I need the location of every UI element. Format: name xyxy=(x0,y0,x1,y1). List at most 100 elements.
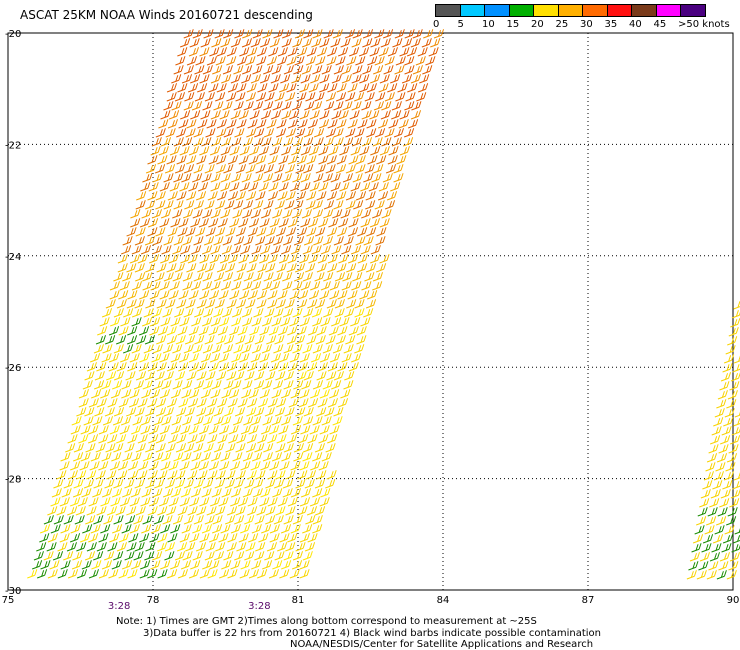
wind-barb xyxy=(358,47,370,57)
wind-barb xyxy=(250,416,262,426)
wind-barb xyxy=(256,506,267,516)
wind-barb xyxy=(76,542,87,552)
wind-barb xyxy=(147,191,158,201)
wind-barb xyxy=(211,137,222,147)
wind-barb xyxy=(202,272,213,282)
wind-barb xyxy=(337,227,348,237)
wind-barb xyxy=(235,227,246,237)
wind-barb xyxy=(257,434,268,444)
wind-barb xyxy=(116,299,127,309)
wind-barb xyxy=(153,416,164,426)
wind-barb xyxy=(290,425,302,435)
wind-barb xyxy=(57,569,68,579)
wind-barb xyxy=(378,47,389,57)
wind-barb xyxy=(297,47,308,57)
wind-barb xyxy=(176,434,187,444)
wind-barb xyxy=(151,353,162,363)
wind-barb xyxy=(686,570,697,580)
legend-label: 5 xyxy=(457,19,464,30)
wind-barb xyxy=(212,515,223,525)
wind-barb xyxy=(253,308,264,318)
wind-barb xyxy=(210,245,221,255)
wind-barb xyxy=(117,254,128,264)
wind-barb xyxy=(244,479,255,489)
wind-barb xyxy=(226,119,237,129)
wind-barb xyxy=(77,497,88,507)
wind-barb xyxy=(273,308,284,318)
wind-barb xyxy=(225,470,236,480)
wind-barb xyxy=(126,407,137,417)
wind-barb xyxy=(691,543,702,553)
wind-barb xyxy=(104,407,115,417)
wind-barb xyxy=(189,497,200,507)
wind-barb xyxy=(381,101,392,111)
wind-barb xyxy=(226,506,238,516)
wind-barb xyxy=(390,74,401,84)
wind-barb xyxy=(301,380,312,390)
wind-barb xyxy=(209,146,221,156)
wind-barb xyxy=(342,101,353,111)
wind-barb xyxy=(316,191,327,201)
wind-barb xyxy=(218,353,230,363)
wind-barb xyxy=(208,425,219,435)
wind-barb xyxy=(404,56,415,66)
wind-barb xyxy=(303,137,314,147)
note-line-1: Note: 1) Times are GMT 2)Times along bot… xyxy=(116,616,537,627)
wind-barb xyxy=(339,182,350,192)
wind-barb xyxy=(259,218,270,228)
wind-barb xyxy=(212,65,223,75)
wind-barb xyxy=(291,74,302,84)
wind-barb xyxy=(290,389,301,399)
wind-barb xyxy=(235,335,246,345)
wind-barb xyxy=(698,561,709,571)
wind-barb xyxy=(319,497,330,507)
wind-barb xyxy=(178,119,189,129)
wind-barb xyxy=(52,551,64,561)
wind-barb xyxy=(351,74,362,84)
wind-barb xyxy=(360,317,371,327)
wind-barb xyxy=(293,200,304,210)
wind-barb xyxy=(131,281,142,291)
wind-barb xyxy=(181,389,192,399)
wind-barb xyxy=(728,444,739,454)
wind-barb xyxy=(281,452,292,462)
wind-barb xyxy=(250,74,261,84)
wind-barb xyxy=(310,389,321,399)
wind-barb xyxy=(144,371,155,381)
wind-barb xyxy=(269,38,280,48)
wind-barb xyxy=(264,236,275,246)
wind-barb xyxy=(272,560,283,570)
wind-barb xyxy=(241,173,252,183)
wind-barb xyxy=(309,110,320,120)
wind-barb xyxy=(275,470,286,480)
wind-barb xyxy=(27,569,38,579)
wind-barb xyxy=(179,461,190,471)
wind-barb xyxy=(343,236,354,246)
wind-barb xyxy=(357,227,368,237)
wind-barb xyxy=(322,380,333,390)
wind-barb xyxy=(215,470,226,480)
wind-barb xyxy=(323,308,334,318)
wind-barb xyxy=(159,290,170,300)
wind-barb xyxy=(237,398,248,408)
wind-barb xyxy=(232,452,243,462)
wind-barb xyxy=(372,137,383,147)
wind-barb xyxy=(286,434,298,444)
wind-barb xyxy=(319,110,330,120)
wind-barb xyxy=(337,290,348,300)
wind-barb xyxy=(297,362,308,372)
wind-barb xyxy=(213,407,224,417)
wind-barb xyxy=(142,452,153,462)
wind-barb xyxy=(262,452,273,462)
wind-barb xyxy=(243,416,254,426)
wind-barb xyxy=(196,371,207,381)
wind-barb xyxy=(278,182,289,192)
wind-barb xyxy=(333,200,344,210)
wind-barb xyxy=(163,200,174,210)
wind-barb xyxy=(292,137,304,147)
wind-barb xyxy=(121,560,133,570)
wind-barb xyxy=(303,416,314,426)
wind-barb xyxy=(336,119,347,129)
wind-barb xyxy=(323,29,334,39)
wind-barb xyxy=(206,56,217,66)
